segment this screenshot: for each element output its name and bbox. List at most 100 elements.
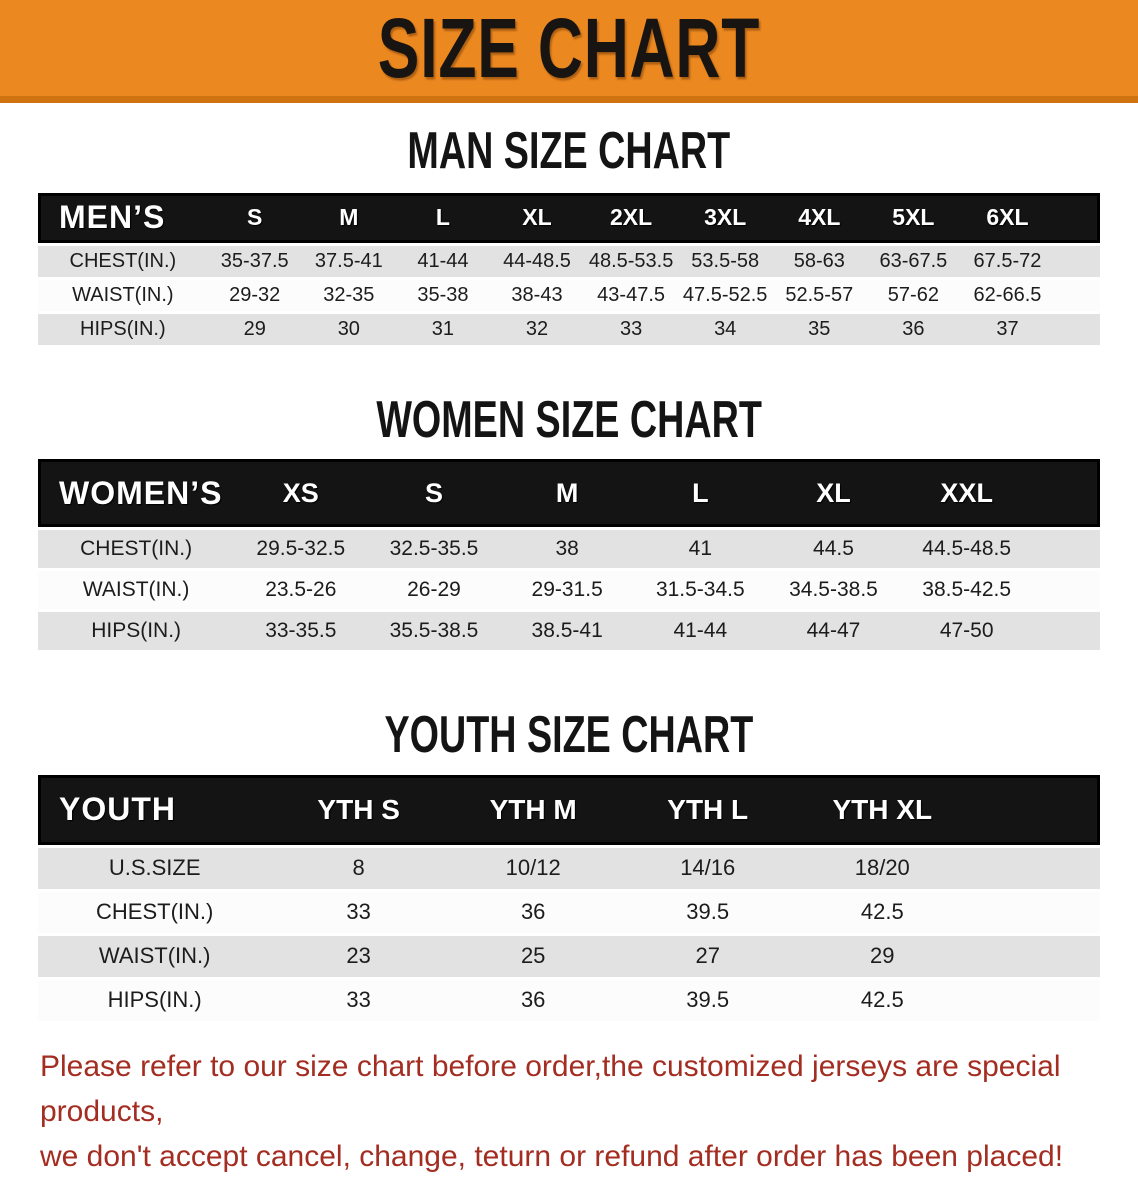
- spacer-cell: [969, 847, 1100, 889]
- table-row: HIPS(IN.) 29 30 31 32 33 34 35 36 37: [38, 313, 1100, 345]
- cell-value: 31.5-34.5: [633, 571, 767, 610]
- row-label: HIPS(IN.): [38, 979, 272, 1021]
- cell-value: 44.5-48.5: [900, 530, 1034, 569]
- men-size-chart-section: MAN SIZE CHART MEN’S S M L XL 2XL 3XL 4XL 5XL 6XL…: [0, 120, 1138, 348]
- cell-value: 35.5-38.5: [367, 612, 501, 651]
- cell-value: 42.5: [794, 979, 970, 1021]
- cell-value: 48.5-53.5: [584, 245, 679, 277]
- row-label: CHEST(IN.): [38, 245, 208, 277]
- table-corner-label: WOMEN’S: [38, 459, 235, 528]
- cell-value: 63-67.5: [866, 245, 961, 277]
- column-header: M: [301, 192, 396, 243]
- row-label: HIPS(IN.): [38, 612, 235, 651]
- row-label: CHEST(IN.): [38, 530, 235, 569]
- cell-value: 8: [271, 847, 446, 889]
- cell-value: 33-35.5: [234, 612, 368, 651]
- cell-value: 10/12: [445, 847, 621, 889]
- column-header: YTH XL: [794, 774, 970, 845]
- cell-value: 37.5-41: [301, 245, 396, 277]
- cell-value: 33: [271, 979, 446, 1021]
- men-section-title: MAN SIZE CHART: [407, 120, 731, 180]
- spacer-cell: [969, 935, 1100, 977]
- cell-value: 41-44: [395, 245, 490, 277]
- spacer-cell: [1054, 245, 1100, 277]
- row-label: WAIST(IN.): [38, 571, 235, 610]
- cell-value: 57-62: [866, 279, 961, 311]
- spacer-cell: [1033, 459, 1100, 528]
- size-chart-banner: SIZE CHART: [0, 0, 1138, 103]
- cell-value: 42.5: [794, 891, 970, 933]
- cell-value: 14/16: [620, 847, 795, 889]
- cell-value: 47-50: [900, 612, 1034, 651]
- table-row: CHEST(IN.) 35-37.5 37.5-41 41-44 44-48.5 48.5…: [38, 245, 1100, 277]
- table-corner-label: YOUTH: [38, 774, 272, 845]
- row-label: WAIST(IN.): [38, 279, 208, 311]
- table-row: WAIST(IN.) 29-32 32-35 35-38 38-43 43-47.5 47.…: [38, 279, 1100, 311]
- spacer-cell: [969, 979, 1100, 1021]
- column-header: S: [207, 192, 302, 243]
- cell-value: 53.5-58: [678, 245, 773, 277]
- cell-value: 26-29: [367, 571, 501, 610]
- column-header: 6XL: [960, 192, 1055, 243]
- cell-value: 33: [584, 313, 679, 345]
- cell-value: 31: [395, 313, 490, 345]
- spacer-cell: [1054, 192, 1100, 243]
- column-header: 4XL: [772, 192, 867, 243]
- cell-value: 37: [960, 313, 1055, 345]
- table-row: CHEST(IN.) 29.5-32.5 32.5-35.5 38 41 44.5 44.5…: [38, 530, 1100, 569]
- spacer-cell: [969, 891, 1100, 933]
- size-table-header-row: MEN’S S M L XL 2XL 3XL 4XL 5XL 6XL: [38, 192, 1100, 243]
- cell-value: 44.5: [766, 530, 901, 569]
- column-header: L: [395, 192, 490, 243]
- cell-value: 32-35: [301, 279, 396, 311]
- cell-value: 47.5-52.5: [678, 279, 773, 311]
- cell-value: 18/20: [794, 847, 970, 889]
- cell-value: 36: [866, 313, 961, 345]
- table-row: CHEST(IN.) 33 36 39.5 42.5: [38, 891, 1100, 933]
- cell-value: 34.5-38.5: [766, 571, 901, 610]
- cell-value: 43-47.5: [584, 279, 679, 311]
- column-header: 5XL: [866, 192, 961, 243]
- youth-size-table: YOUTH YTH S YTH M YTH L YTH XL U.S.SIZE 8 10/1…: [38, 772, 1100, 1024]
- disclaimer-line-1: Please refer to our size chart before or…: [40, 1049, 1061, 1128]
- youth-size-chart-section: YOUTH SIZE CHART YOUTH YTH S YTH M YTH L YTH…: [0, 705, 1138, 1024]
- table-row: U.S.SIZE 8 10/12 14/16 18/20: [38, 847, 1100, 889]
- cell-value: 38: [500, 530, 634, 569]
- cell-value: 32: [489, 313, 585, 345]
- column-header: M: [500, 459, 634, 528]
- cell-value: 35: [772, 313, 867, 345]
- women-size-table: WOMEN’S XS S M L XL XXL CHEST(IN.) 29.5-32.5 32.…: [38, 456, 1100, 653]
- column-header: XL: [766, 459, 901, 528]
- cell-value: 23.5-26: [234, 571, 368, 610]
- cell-value: 33: [271, 891, 446, 933]
- women-section-title: WOMEN SIZE CHART: [376, 389, 762, 448]
- cell-value: 29.5-32.5: [234, 530, 368, 569]
- cell-value: 36: [445, 979, 621, 1021]
- column-header: YTH L: [620, 774, 795, 845]
- cell-value: 25: [445, 935, 621, 977]
- cell-value: 34: [678, 313, 773, 345]
- column-header: XL: [489, 192, 585, 243]
- cell-value: 32.5-35.5: [367, 530, 501, 569]
- cell-value: 41-44: [633, 612, 767, 651]
- spacer-cell: [1054, 279, 1100, 311]
- cell-value: 52.5-57: [772, 279, 867, 311]
- youth-section-title: YOUTH SIZE CHART: [384, 705, 754, 764]
- cell-value: 41: [633, 530, 767, 569]
- column-header: 3XL: [678, 192, 773, 243]
- row-label: CHEST(IN.): [38, 891, 272, 933]
- size-table-header-row: YOUTH YTH S YTH M YTH L YTH XL: [38, 774, 1100, 845]
- cell-value: 23: [271, 935, 446, 977]
- table-row: WAIST(IN.) 23 25 27 29: [38, 935, 1100, 977]
- spacer-cell: [1033, 571, 1100, 610]
- men-size-table: MEN’S S M L XL 2XL 3XL 4XL 5XL 6XL CHEST(IN.) 35-3…: [38, 190, 1100, 348]
- cell-value: 36: [445, 891, 621, 933]
- order-disclaimer: Please refer to our size chart before or…: [40, 1044, 1110, 1179]
- banner-title: SIZE CHART: [377, 0, 761, 96]
- column-header: 2XL: [584, 192, 679, 243]
- table-row: HIPS(IN.) 33 36 39.5 42.5: [38, 979, 1100, 1021]
- cell-value: 29: [794, 935, 970, 977]
- size-table-header-row: WOMEN’S XS S M L XL XXL: [38, 459, 1100, 528]
- spacer-cell: [1054, 313, 1100, 345]
- cell-value: 29-31.5: [500, 571, 634, 610]
